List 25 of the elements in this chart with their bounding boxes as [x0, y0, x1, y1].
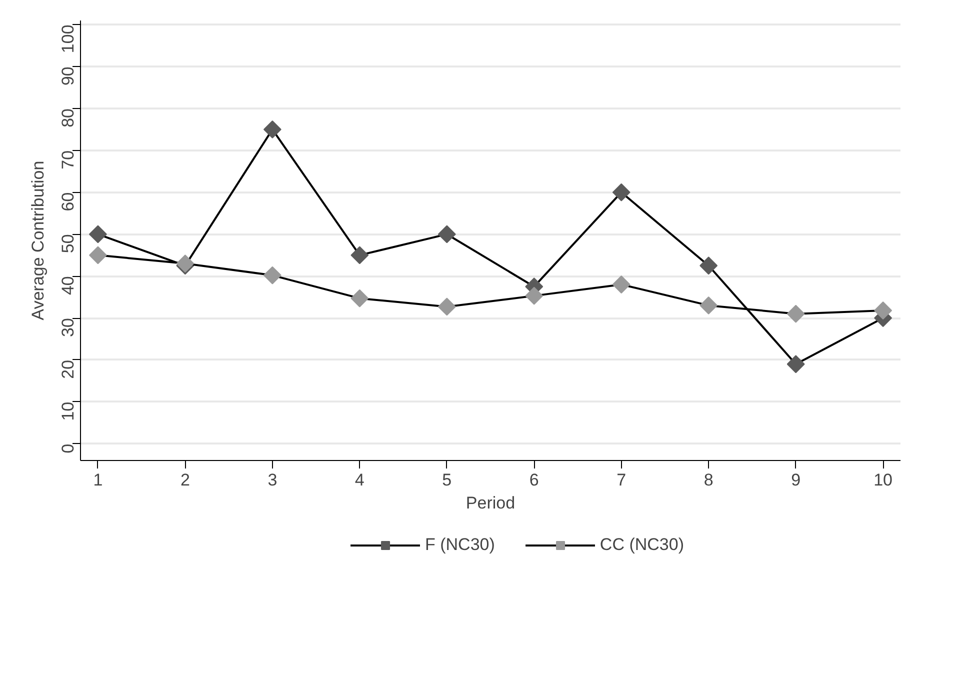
x-tick-label: 3 — [268, 470, 278, 490]
y-tick-label: 60 — [58, 192, 78, 212]
y-tick-label: 40 — [58, 276, 78, 296]
legend-label: CC (NC30) — [600, 535, 684, 555]
x-tick-label: 2 — [180, 470, 190, 490]
y-tick-label: 0 — [58, 444, 78, 454]
x-tick-label: 1 — [93, 470, 103, 490]
x-tick-label: 5 — [442, 470, 452, 490]
x-axis-title: Period — [466, 494, 516, 512]
legend-label: F (NC30) — [425, 535, 495, 555]
y-axis-title: Average Contribution — [28, 160, 48, 320]
y-tick-label: 70 — [58, 150, 78, 170]
x-tick-label: 10 — [874, 470, 893, 490]
y-tick-label: 100 — [58, 24, 78, 54]
x-tick-label: 7 — [616, 470, 626, 490]
y-tick-label: 80 — [58, 108, 78, 128]
x-tick-label: 6 — [529, 470, 539, 490]
y-tick-label: 10 — [58, 402, 78, 421]
x-tick-label: 9 — [791, 470, 801, 490]
y-tick-label: 30 — [58, 318, 78, 337]
y-tick-label: 90 — [58, 66, 78, 86]
x-tick-label: 4 — [354, 470, 364, 490]
y-tick-label: 20 — [58, 360, 78, 379]
y-tick-label: 50 — [58, 234, 78, 254]
x-tick-label: 8 — [704, 470, 714, 490]
